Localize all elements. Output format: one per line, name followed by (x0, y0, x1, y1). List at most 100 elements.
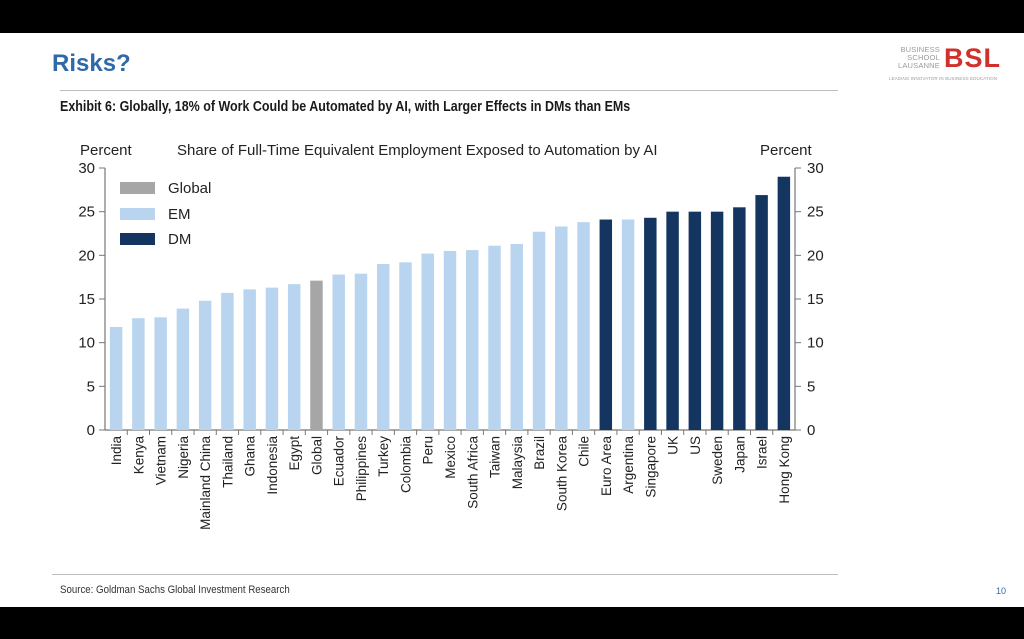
bar-malaysia (510, 243, 524, 430)
x-tick-label: Mainland China (198, 436, 213, 530)
bar-peru (421, 253, 434, 430)
x-tick-label: Colombia (398, 436, 413, 494)
bar-israel (755, 195, 768, 430)
x-tick-label: Vietnam (154, 436, 169, 485)
logo-word: BUSINESS (900, 45, 940, 54)
x-tick-label: Euro Area (599, 436, 614, 497)
logo-tagline: LEADING INNOVATOR IN BUSINESS EDUCATION (889, 76, 998, 81)
legend-swatch-em (120, 208, 155, 220)
bar-colombia (399, 262, 412, 430)
y-axis-label-left: Percent (80, 142, 133, 159)
y-axis-label-right: Percent (760, 142, 813, 159)
x-tick-label: Brazil (532, 436, 547, 470)
bar-us (688, 211, 702, 430)
y-tick-label-left: 5 (87, 378, 95, 395)
x-tick-label: Hong Kong (777, 436, 792, 504)
bar-chile (577, 222, 590, 430)
y-tick-label-right: 25 (807, 204, 824, 221)
slide: Risks? BUSINESS SCHOOL LAUSANNE BSL LEAD… (0, 33, 1024, 607)
x-tick-label: Thailand (220, 436, 235, 488)
bar-south-korea (555, 226, 568, 430)
bar-brazil (532, 231, 546, 430)
y-tick-label-left: 0 (87, 422, 95, 439)
x-tick-label: India (109, 436, 124, 466)
bar-indonesia (265, 287, 279, 430)
x-tick-label: Singapore (643, 436, 658, 498)
bar-taiwan (488, 245, 501, 430)
y-tick-label-left: 15 (78, 291, 95, 308)
x-tick-label: Global (309, 436, 324, 475)
y-tick-label-left: 30 (78, 160, 95, 177)
y-tick-label-right: 20 (807, 247, 824, 264)
legend-swatch-global (120, 182, 155, 194)
bar-egypt (287, 284, 301, 430)
x-tick-label: Ecuador (332, 436, 347, 487)
slide-title: Risks? (52, 50, 131, 77)
bar-mainland-china (198, 300, 212, 430)
bar-nigeria (176, 308, 190, 430)
x-tick-label: Ghana (243, 436, 258, 477)
bars (109, 176, 791, 430)
legend-label-global: Global (168, 180, 211, 197)
bar-argentina (621, 219, 635, 430)
x-tick-label: US (688, 436, 703, 455)
x-tick-label: Philippines (354, 436, 369, 502)
x-tick-label: UK (666, 436, 681, 455)
legend-label-dm: DM (168, 231, 191, 248)
logo-word: SCHOOL (907, 53, 940, 62)
y-tick-label-left: 25 (78, 204, 95, 221)
chart-title: Exhibit 6: Globally, 18% of Work Could b… (60, 99, 631, 115)
bar-singapore (644, 217, 657, 430)
bar-ecuador (332, 274, 345, 430)
x-tick-label: South Korea (554, 436, 569, 512)
bar-euro-area (599, 219, 613, 430)
bar-mexico (443, 250, 457, 430)
bar-philippines (354, 273, 368, 430)
bar-turkey (376, 264, 390, 430)
y-tick-label-right: 30 (807, 160, 824, 177)
x-tick-label: Nigeria (176, 436, 191, 479)
bar-thailand (221, 292, 234, 430)
logo-words: BUSINESS SCHOOL LAUSANNE (888, 46, 940, 70)
y-tick-label-right: 5 (807, 378, 815, 395)
logo-mark: BSL (944, 43, 1001, 73)
bar-vietnam (154, 317, 167, 430)
bsl-logo: BUSINESS SCHOOL LAUSANNE BSL LEADING INN… (888, 43, 1018, 83)
axes: 0 0 5 5 10 10 15 15 20 20 25 25 30 30 (78, 160, 823, 439)
x-tick-label: Malaysia (510, 436, 525, 490)
legend-swatch-dm (120, 233, 155, 245)
bar-hong-kong (777, 176, 791, 430)
y-tick-label-right: 15 (807, 291, 824, 308)
x-tick-label: Peru (421, 436, 436, 465)
bar-south-africa (466, 250, 479, 430)
bar-sweden (710, 211, 724, 430)
page-number: 10 (996, 586, 1007, 596)
bar-global (310, 280, 323, 430)
x-tick-label: Mexico (443, 436, 458, 479)
x-tick-labels: India Kenya Vietnam Nigeria Mainland China Th… (109, 436, 792, 530)
x-tick-label: Chile (577, 436, 592, 467)
chart-subtitle: Share of Full-Time Equivalent Employment… (177, 142, 658, 159)
x-tick-label: Egypt (287, 436, 302, 471)
legend-label-em: EM (168, 206, 191, 223)
y-tick-label-left: 20 (78, 247, 95, 264)
x-tick-label: Turkey (376, 436, 391, 477)
source-note: Source: Goldman Sachs Global Investment … (60, 584, 290, 596)
x-tick-label: Indonesia (265, 436, 280, 495)
x-tick-label: Japan (732, 436, 747, 473)
divider-bottom (52, 574, 838, 575)
bar-india (109, 326, 123, 430)
y-tick-label-left: 10 (78, 335, 95, 352)
x-tick-label: Kenya (131, 436, 146, 475)
x-tick-label: Argentina (621, 436, 636, 494)
legend: Global EM DM (120, 180, 211, 248)
x-tick-label: Taiwan (488, 436, 503, 478)
bar-kenya (132, 318, 145, 430)
x-tick-label: Sweden (710, 436, 725, 485)
bar-ghana (243, 289, 256, 430)
bar-japan (733, 207, 746, 430)
logo-word: LAUSANNE (897, 61, 940, 70)
x-tick-label: South Africa (465, 436, 480, 509)
divider-top (60, 90, 838, 91)
